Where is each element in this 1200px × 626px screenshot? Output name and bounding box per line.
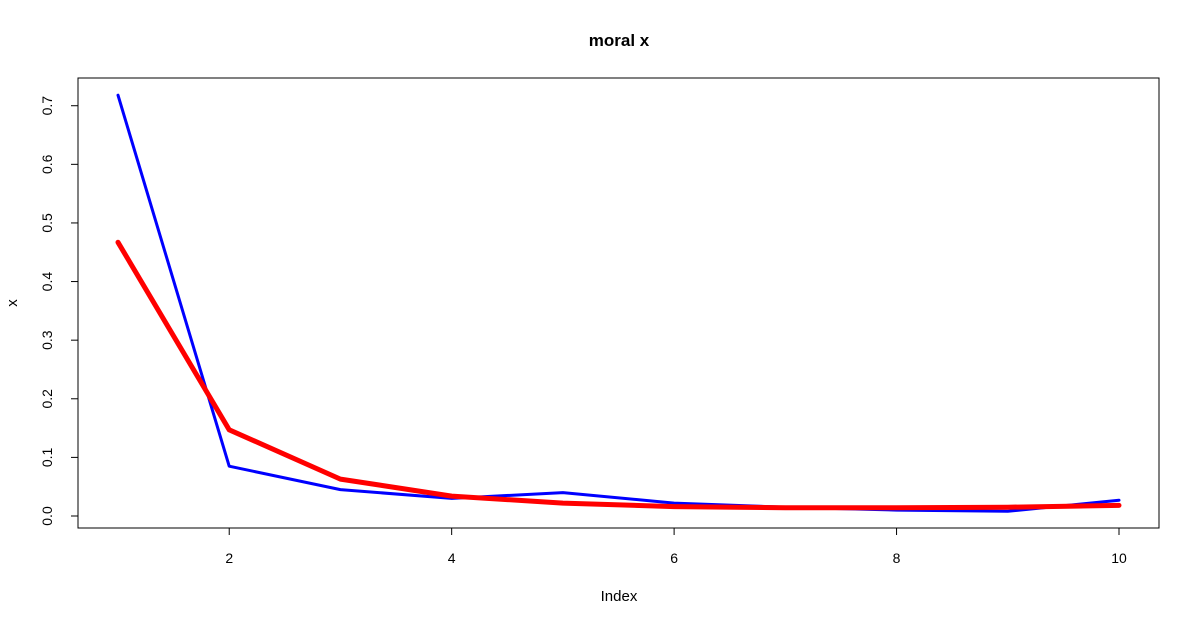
x-tick-label: 2 xyxy=(225,550,233,566)
y-tick-label: 0.4 xyxy=(39,272,55,292)
x-axis: 2 4 6 8 10 xyxy=(225,527,1127,566)
y-tick-label: 0.7 xyxy=(39,96,55,116)
series-line-2 xyxy=(115,239,1122,511)
x-tick-label: 10 xyxy=(1111,550,1127,566)
x-axis-label: Index xyxy=(601,588,638,605)
y-axis: 0.0 0.1 0.2 0.3 0.4 0.5 0.6 0.7 xyxy=(39,96,79,526)
x-tick-label: 4 xyxy=(448,550,456,566)
x-tick-label: 8 xyxy=(893,550,901,566)
x-tick-label: 6 xyxy=(670,550,678,566)
chart-title: moral x xyxy=(589,31,650,50)
y-axis-label: x xyxy=(4,299,21,307)
y-tick-label: 0.0 xyxy=(39,506,55,526)
y-tick-label: 0.1 xyxy=(39,447,55,467)
y-tick-label: 0.6 xyxy=(39,154,55,174)
y-tick-label: 0.3 xyxy=(39,330,55,350)
y-tick-label: 0.2 xyxy=(39,389,55,409)
y-tick-label: 0.5 xyxy=(39,213,55,233)
series-layer xyxy=(115,93,1122,513)
series-line-1 xyxy=(116,93,1121,513)
plot-frame xyxy=(77,77,1160,529)
